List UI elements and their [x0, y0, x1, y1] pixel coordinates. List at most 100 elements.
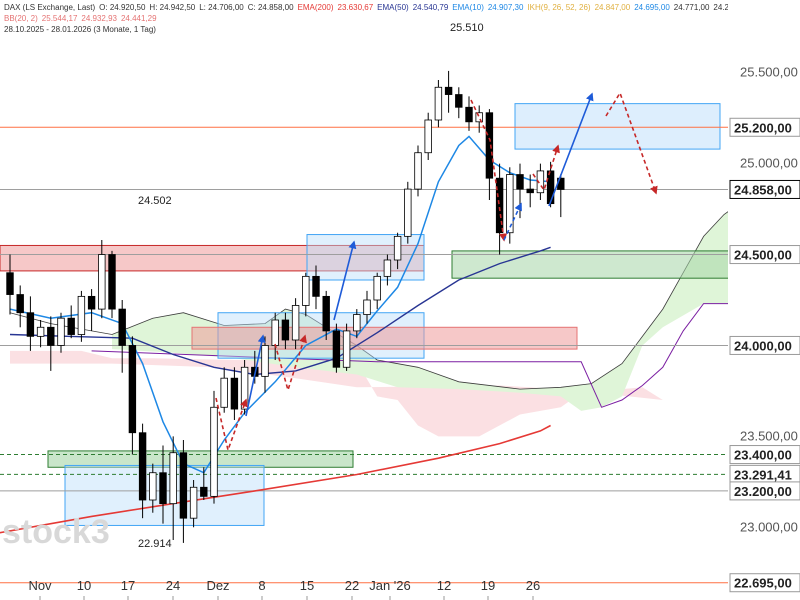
price-label-3: 24.000,00 — [729, 335, 800, 355]
svg-text:24.000,00: 24.000,00 — [734, 338, 792, 353]
candle-18 — [189, 480, 198, 528]
arrow-blue-up-target — [548, 92, 594, 207]
candle-37 — [383, 254, 392, 286]
arrow-blue-dec-up — [245, 334, 266, 417]
candle-44 — [455, 87, 463, 119]
candle-50 — [516, 163, 524, 219]
arrow-red-dec-dip — [215, 397, 248, 453]
cloud-leading-span-b — [91, 303, 786, 408]
header-line-2: BB(20, 2) 25.544,17 24.932,93 24.441,29 — [4, 14, 161, 23]
bb-item-3: 24.441,29 — [120, 14, 157, 23]
arrow-blue-breakout — [333, 240, 357, 321]
arrow-red-down-target — [605, 91, 658, 195]
header-item-3: L: 24.706,00 — [199, 3, 244, 12]
header-item-13: 24.695,00 — [634, 3, 670, 12]
ema50-line — [9, 246, 551, 376]
y-tick-label: 23.500,00 — [740, 428, 798, 443]
candle-51 — [526, 174, 534, 208]
svg-text:23.200,00: 23.200,00 — [734, 484, 792, 499]
candle-31 — [322, 290, 330, 340]
svg-text:23.400,00: 23.400,00 — [734, 448, 792, 463]
support-zone-blue-mid — [306, 234, 425, 281]
candle-29 — [302, 272, 310, 317]
x-tick-label: 15 — [300, 578, 314, 593]
candle-2 — [26, 296, 35, 351]
candle-41 — [424, 112, 432, 160]
candle-12 — [128, 336, 137, 455]
header-item-9: EMA(10) — [452, 3, 484, 12]
candle-1 — [16, 285, 24, 328]
y-axis-gutter — [728, 0, 800, 600]
candle-47 — [485, 109, 494, 200]
candle-27 — [281, 312, 290, 350]
candle-23 — [240, 360, 249, 415]
header-item-14: 24.771,00 — [673, 3, 710, 12]
candle-3 — [36, 320, 45, 348]
x-tick-label: 10 — [77, 578, 91, 593]
candle-8 — [87, 289, 96, 331]
candle-36 — [373, 272, 381, 310]
x-tick-label: Dez — [206, 578, 229, 593]
cloud-leading-span-a — [9, 199, 786, 390]
candle-32 — [332, 323, 341, 373]
candle-52 — [536, 163, 545, 200]
y-tick-label: 25.000,00 — [740, 156, 798, 171]
candle-14 — [149, 463, 157, 513]
candle-21 — [220, 367, 228, 413]
arrow-red-small — [532, 144, 560, 192]
svg-text:25.200,00: 25.200,00 — [734, 120, 792, 135]
header-item-2: H: 24.942,50 — [149, 3, 196, 12]
candle-7 — [77, 290, 86, 342]
price-annotation-0: 25.510 — [450, 22, 484, 34]
svg-text:24.500,00: 24.500,00 — [734, 248, 792, 263]
candle-20 — [210, 390, 218, 504]
candle-22 — [230, 367, 239, 420]
header-item-0: DAX (LS Exchange, Last) — [4, 3, 96, 12]
candle-16 — [169, 436, 177, 540]
bb-item-1: 25.544,17 — [41, 14, 78, 23]
header-item-6: 23.630,67 — [337, 3, 374, 12]
candle-6 — [67, 305, 75, 339]
candle-33 — [342, 323, 351, 371]
candle-25 — [261, 336, 269, 393]
candle-34 — [353, 309, 361, 339]
candle-19 — [200, 467, 208, 500]
x-tick-label: Jan '26 — [369, 578, 411, 593]
ichimoku-cloud-bear — [10, 350, 663, 437]
price-label-4: 23.400,00 — [729, 445, 800, 465]
ichimoku-cloud-bull — [112, 200, 786, 411]
candle-4 — [47, 316, 55, 371]
bb-item-2: 24.932,93 — [81, 14, 117, 23]
price-label-1: 24.858,00 — [729, 179, 800, 199]
x-tick-label: 12 — [437, 578, 451, 593]
price-label-0: 25.200,00 — [729, 117, 800, 137]
x-tick-label: 22 — [345, 578, 359, 593]
x-tick-label: 8 — [258, 578, 265, 593]
candle-10 — [108, 250, 116, 319]
header-item-10: 24.907,30 — [487, 3, 524, 12]
header-date-range: 28.10.2025 - 28.01.2026 (3 Monate, 1 Tag… — [4, 25, 156, 34]
header-item-1: O: 24.920,50 — [99, 3, 146, 12]
candle-11 — [118, 300, 126, 373]
price-annotation-1: 24.502 — [138, 195, 172, 207]
ema10-line — [9, 135, 551, 474]
watermark-logo: stock3 — [2, 513, 110, 551]
y-tick-label: 25.500,00 — [740, 65, 798, 80]
header-item-5: EMA(200) — [297, 3, 334, 12]
header-item-12: 24.847,00 — [594, 3, 631, 12]
price-annotation-2: 22.914 — [138, 538, 172, 550]
x-tick-label: Nov — [28, 578, 52, 593]
header-item-11: IKH(9, 26, 52, 26) — [527, 3, 591, 12]
x-tick-label: 24 — [166, 578, 180, 593]
x-tick-label: 19 — [481, 578, 495, 593]
candle-40 — [414, 145, 422, 197]
svg-text:22.695,00: 22.695,00 — [734, 576, 792, 591]
candle-13 — [138, 423, 147, 519]
svg-text:23.291,41: 23.291,41 — [734, 467, 792, 482]
support-zone-green-right — [451, 250, 758, 279]
price-label-2: 24.500,00 — [729, 245, 800, 265]
bb-item-0: BB(20, 2) — [4, 14, 38, 23]
x-tick-label: 17 — [121, 578, 135, 593]
price-label-5: 23.291,41 — [729, 464, 800, 484]
